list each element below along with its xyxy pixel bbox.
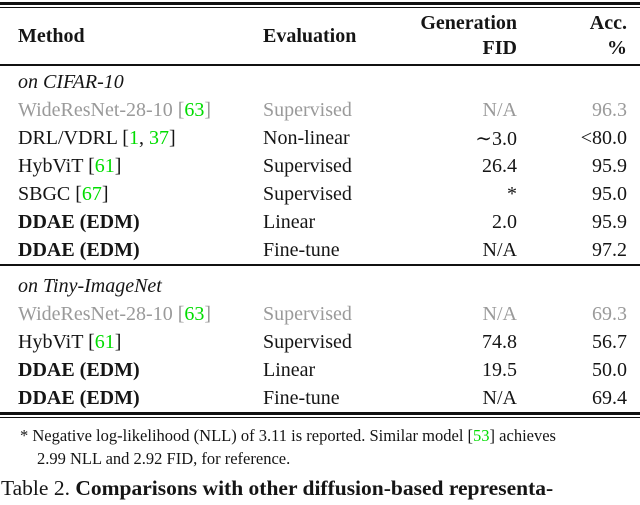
evaluation-cell: Supervised: [263, 98, 352, 121]
method-cell: HybViT [61]: [18, 330, 122, 353]
acc-cell: 50.0: [592, 358, 627, 381]
footnote-line-2: 2.99 NLL and 2.92 FID, for reference.: [37, 449, 291, 468]
table-row: DDAE (EDM) Fine-tune N/A 69.4: [0, 384, 640, 412]
fid-cell: ∼3.0: [475, 127, 517, 150]
table-footnote: * Negative log-likelihood (NLL) of 3.11 …: [0, 424, 640, 470]
header-evaluation: Evaluation: [263, 24, 357, 47]
caption-label: Table 2.: [1, 476, 76, 500]
table-caption: Table 2. Comparisons with other diffusio…: [0, 475, 640, 501]
section-label: on Tiny-ImageNet: [18, 275, 162, 297]
fid-cell: 19.5: [482, 358, 517, 381]
header-method: Method: [18, 24, 85, 47]
acc-cell: 56.7: [592, 330, 627, 353]
method-cell: DDAE (EDM): [18, 210, 140, 233]
evaluation-cell: Linear: [263, 210, 316, 233]
acc-cell: 95.9: [592, 210, 627, 233]
method-cell: DRL/VDRL [1, 37]: [18, 126, 176, 149]
table-row: WideResNet-28-10 [63] Supervised N/A 96.3: [0, 96, 640, 124]
table-row: HybViT [61] Supervised 26.4 95.9: [0, 152, 640, 180]
evaluation-cell: Fine-tune: [263, 386, 340, 409]
evaluation-cell: Supervised: [263, 182, 352, 205]
citation-link[interactable]: 37: [148, 126, 169, 149]
fid-cell: 26.4: [482, 154, 517, 177]
method-cell: DDAE (EDM): [18, 238, 140, 261]
header-accuracy: Acc. %: [589, 12, 627, 59]
acc-cell: <80.0: [580, 126, 627, 149]
table-row: DDAE (EDM) Fine-tune N/A 97.2: [0, 236, 640, 264]
evaluation-cell: Supervised: [263, 302, 352, 325]
fid-cell: 74.8: [482, 330, 517, 353]
citation-link[interactable]: 63: [184, 302, 205, 325]
table-midrule-header: [0, 64, 640, 66]
fid-cell: 2.0: [492, 210, 517, 233]
section-label: on CIFAR-10: [18, 71, 124, 93]
method-cell: DDAE (EDM): [18, 386, 140, 409]
acc-cell: 95.0: [592, 182, 627, 205]
table-row: SBGC [67] Supervised * 95.0: [0, 180, 640, 208]
table-header-row: Method Evaluation Generation FID Acc. %: [0, 8, 640, 64]
method-cell: DDAE (EDM): [18, 358, 140, 381]
footnote-line-1: * Negative log-likelihood (NLL) of 3.11 …: [0, 424, 640, 447]
acc-cell: 69.3: [592, 302, 627, 325]
fid-cell: N/A: [482, 302, 517, 325]
citation-link[interactable]: 67: [81, 182, 102, 205]
table-toprule-thick: [0, 2, 640, 5]
caption-text: Comparisons with other diffusion-based r…: [75, 476, 554, 500]
table-row: DDAE (EDM) Linear 2.0 95.9: [0, 208, 640, 236]
citation-link[interactable]: 61: [94, 154, 115, 177]
table-toprule-thin: [0, 7, 640, 8]
header-generation-fid: Generation FID: [420, 12, 517, 59]
fid-cell: N/A: [482, 386, 517, 409]
fid-cell: N/A: [482, 238, 517, 261]
table-row: HybViT [61] Supervised 74.8 56.7: [0, 328, 640, 356]
method-cell: WideResNet-28-10 [63]: [18, 98, 212, 121]
table-body: on CIFAR-10 WideResNet-28-10 [63] Supervis…: [0, 66, 640, 412]
table-bottomrule-thick: [0, 412, 640, 415]
citation-link[interactable]: 53: [473, 426, 490, 445]
fid-cell: N/A: [482, 98, 517, 121]
acc-cell: 69.4: [592, 386, 627, 409]
table-midrule-section: [0, 264, 640, 266]
acc-cell: 97.2: [592, 238, 627, 261]
table-row: DDAE (EDM) Linear 19.5 50.0: [0, 356, 640, 384]
evaluation-cell: Linear: [263, 358, 316, 381]
fid-cell: *: [507, 182, 517, 205]
footnote-text: * Negative log-likelihood (NLL) of 3.11 …: [20, 426, 474, 445]
citation-link[interactable]: 1: [128, 126, 139, 149]
method-cell: HybViT [61]: [18, 154, 122, 177]
evaluation-cell: Fine-tune: [263, 238, 340, 261]
acc-cell: 96.3: [592, 98, 627, 121]
evaluation-cell: Supervised: [263, 154, 352, 177]
method-cell: SBGC [67]: [18, 182, 109, 205]
method-cell: WideResNet-28-10 [63]: [18, 302, 212, 325]
table-row: DRL/VDRL [1, 37] Non-linear ∼3.0 <80.0: [0, 124, 640, 152]
evaluation-cell: Supervised: [263, 330, 352, 353]
footnote-text: ] achieves: [489, 426, 556, 445]
acc-cell: 95.9: [592, 154, 627, 177]
citation-link[interactable]: 63: [184, 98, 205, 121]
citation-link[interactable]: 61: [94, 330, 115, 353]
evaluation-cell: Non-linear: [263, 126, 350, 149]
table-row: WideResNet-28-10 [63] Supervised N/A 69.3: [0, 300, 640, 328]
table-bottomrule-thin: [0, 417, 640, 418]
